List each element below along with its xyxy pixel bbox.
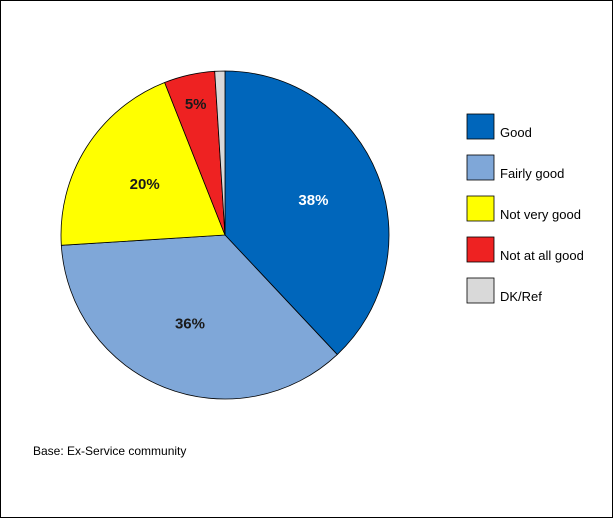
legend-swatch-not-very-good: [466, 195, 495, 222]
pie-slice-good: [224, 70, 390, 355]
legend-swatch-not-at-all-good: [466, 236, 495, 263]
data-label-good: 38%: [298, 192, 328, 209]
legend-label-good: Good: [500, 125, 532, 140]
data-label-fairly-good: 36%: [175, 315, 205, 332]
data-label-not-at-all-good: 5%: [185, 96, 207, 113]
legend-swatch-fairly-good: [466, 154, 495, 181]
legend-label-not-very-good: Not very good: [500, 207, 581, 222]
data-label-not-very-good: 20%: [130, 176, 160, 193]
legend-label-fairly-good: Fairly good: [500, 166, 564, 181]
legend-swatch-dk-ref: [466, 277, 495, 304]
pie-slice-dk-ref: [214, 70, 226, 236]
legend-label-not-at-all-good: Not at all good: [500, 248, 584, 263]
pie-slices: [60, 70, 390, 400]
pie-slice-not-very-good: [60, 82, 226, 246]
legend: Good Fairly good Not very good Not at all g…: [466, 113, 584, 304]
pie-slice-labels: 38% 36% 20% 5%: [130, 96, 329, 333]
pie-slice-fairly-good: [60, 234, 338, 400]
legend-label-dk-ref: DK/Ref: [500, 289, 542, 304]
base-footnote: Base: Ex-Service community: [33, 444, 187, 458]
legend-swatch-good: [466, 113, 495, 140]
